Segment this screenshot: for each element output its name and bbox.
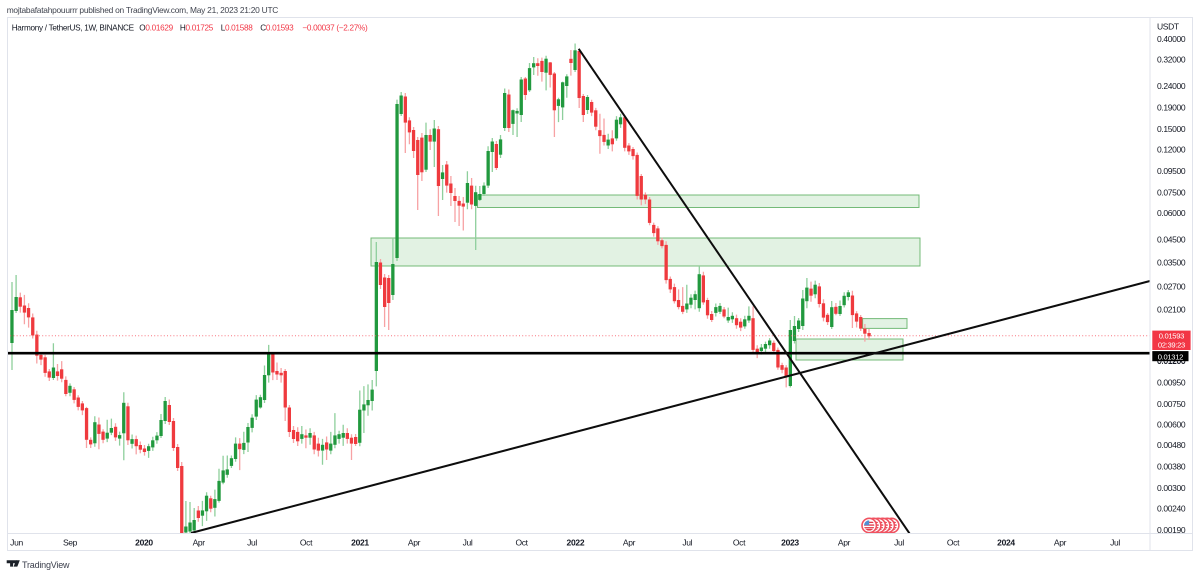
svg-text:0.02100: 0.02100 [1157, 305, 1186, 315]
svg-text:0.00750: 0.00750 [1157, 399, 1186, 409]
svg-text:0.00950: 0.00950 [1157, 377, 1186, 387]
svg-text:0.00240: 0.00240 [1157, 504, 1186, 514]
svg-text:Apr: Apr [1054, 538, 1067, 548]
svg-text:L0.01588: L0.01588 [221, 24, 254, 33]
svg-text:H0.01725: H0.01725 [180, 24, 214, 33]
svg-text:Jun: Jun [10, 538, 23, 548]
svg-text:Apr: Apr [408, 538, 421, 548]
svg-text:2020: 2020 [135, 538, 153, 548]
svg-text:Oct: Oct [516, 538, 529, 548]
svg-text:2022: 2022 [567, 538, 585, 548]
svg-text:0.01312: 0.01312 [1158, 352, 1183, 361]
svg-text:0.06000: 0.06000 [1157, 208, 1186, 218]
svg-text:0.00380: 0.00380 [1157, 462, 1186, 472]
svg-text:mojtabafatahpouurrr published: mojtabafatahpouurrr published on Trading… [7, 5, 279, 15]
svg-text:0.04500: 0.04500 [1157, 235, 1186, 245]
svg-text:0.07500: 0.07500 [1157, 188, 1186, 198]
svg-text:TradingView: TradingView [22, 560, 70, 570]
svg-text:−0.00037 (−2.27%): −0.00037 (−2.27%) [302, 24, 368, 33]
svg-text:Jul: Jul [247, 538, 257, 548]
svg-text:02:39:23: 02:39:23 [1158, 340, 1185, 349]
svg-text:Apr: Apr [193, 538, 206, 548]
svg-text:2024: 2024 [997, 538, 1015, 548]
svg-text:2021: 2021 [351, 538, 369, 548]
svg-text:Jul: Jul [894, 538, 904, 548]
svg-text:0.09500: 0.09500 [1157, 166, 1186, 176]
svg-text:0.32000: 0.32000 [1157, 55, 1186, 65]
svg-text:0.00190: 0.00190 [1157, 525, 1186, 535]
svg-text:Oct: Oct [947, 538, 960, 548]
svg-text:Jul: Jul [463, 538, 473, 548]
svg-text:Apr: Apr [623, 538, 636, 548]
svg-text:0.12000: 0.12000 [1157, 145, 1186, 155]
svg-text:Jul: Jul [1110, 538, 1120, 548]
svg-text:0.00600: 0.00600 [1157, 420, 1186, 430]
svg-text:0.40000: 0.40000 [1157, 34, 1186, 44]
svg-text:2023: 2023 [781, 538, 799, 548]
svg-text:Oct: Oct [733, 538, 746, 548]
svg-text:Oct: Oct [300, 538, 313, 548]
svg-text:Harmony / TetherUS, 1W, BINANC: Harmony / TetherUS, 1W, BINANCE [12, 24, 135, 33]
svg-text:Apr: Apr [838, 538, 851, 548]
svg-text:0.02700: 0.02700 [1157, 282, 1186, 292]
svg-text:0.19000: 0.19000 [1157, 102, 1186, 112]
svg-text:0.00480: 0.00480 [1157, 440, 1186, 450]
svg-text:0.24000: 0.24000 [1157, 81, 1186, 91]
svg-text:0.01593: 0.01593 [1159, 332, 1184, 341]
svg-text:0.15000: 0.15000 [1157, 124, 1186, 134]
svg-text:Jul: Jul [682, 538, 692, 548]
svg-text:0.03500: 0.03500 [1157, 258, 1186, 268]
svg-text:USDT: USDT [1157, 22, 1179, 32]
svg-text:C0.01593: C0.01593 [260, 24, 294, 33]
svg-text:0.00300: 0.00300 [1157, 483, 1186, 493]
svg-text:Sep: Sep [63, 538, 78, 548]
svg-text:O0.01629: O0.01629 [139, 24, 173, 33]
